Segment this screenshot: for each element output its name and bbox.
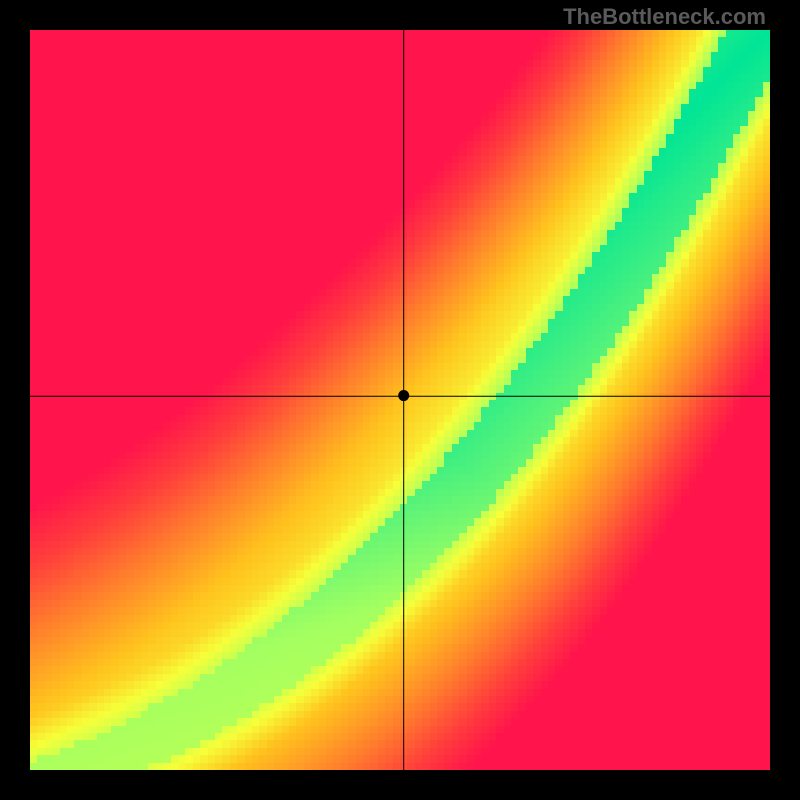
heatmap-canvas	[0, 0, 800, 800]
watermark-text: TheBottleneck.com	[563, 4, 766, 30]
chart-stage: TheBottleneck.com	[0, 0, 800, 800]
